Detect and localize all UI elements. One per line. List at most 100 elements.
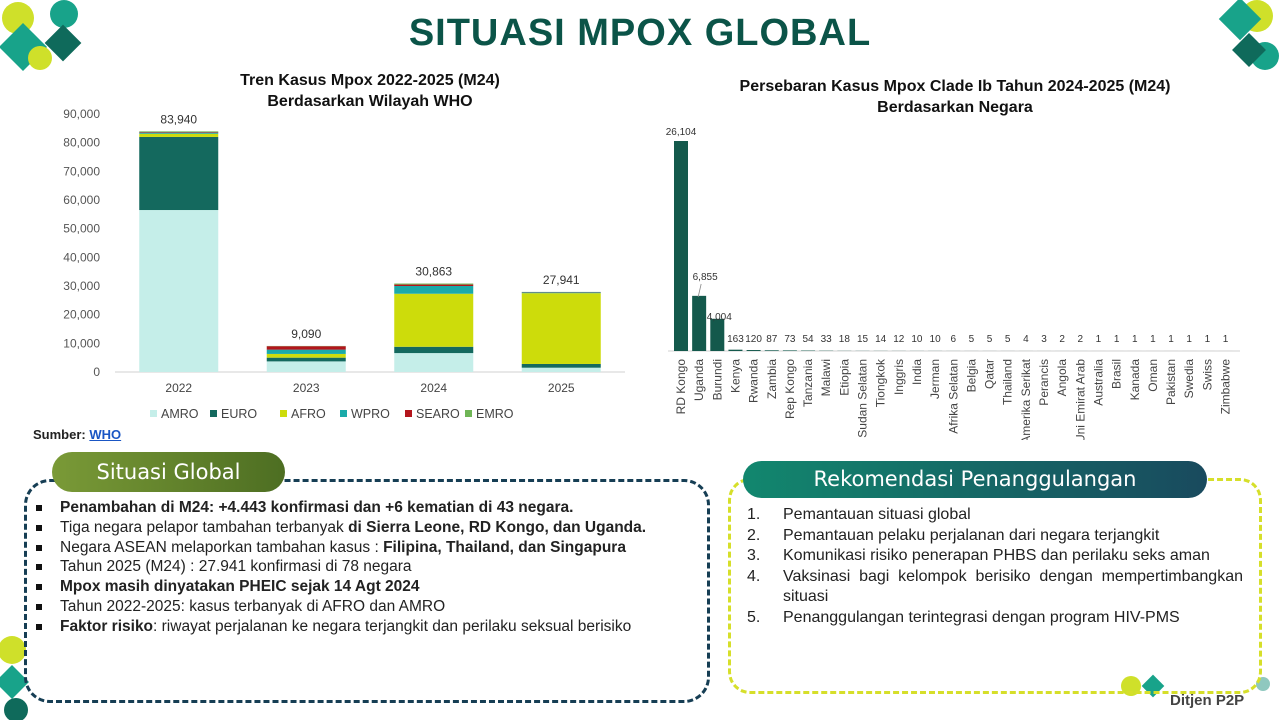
- country-tick-label: Sudan Selatan: [856, 359, 870, 438]
- country-tick-label: Jerman: [928, 359, 942, 399]
- country-tick-label: Kanada: [1128, 359, 1142, 401]
- recommendation-text: Komunikasi risiko penerapan PHBS dan per…: [783, 547, 1210, 564]
- country-bar: [764, 350, 779, 351]
- country-tick-label: Qatar: [983, 359, 997, 389]
- region-stacked-bar-chart: 0 10,000 20,000 30,000 40,000 50,000 60,000 70,…: [63, 107, 625, 421]
- country-value-label: 1: [1186, 334, 1192, 345]
- bar-segment-searo: [266, 346, 346, 350]
- country-tick-label: Uni Emirat Arab: [1073, 359, 1087, 440]
- recommendation-item: 1. Pemantauan situasi global: [747, 505, 1243, 526]
- corner-decoration-top-left: [0, 0, 82, 72]
- country-tick-label: Burundi: [710, 359, 724, 400]
- global-situation-heading: Situasi Global: [52, 452, 285, 492]
- country-value-label: 18: [839, 334, 851, 345]
- country-tick-label: Oman: [1146, 359, 1160, 392]
- country-value-label: 163: [727, 334, 744, 345]
- ditjen-logo-text: Ditjen P2P: [1170, 692, 1245, 709]
- country-tick-label: Kenya: [728, 359, 742, 393]
- country-bar: [746, 350, 761, 351]
- country-value-label: 15: [857, 334, 869, 345]
- global-situation-text: Tahun 2025 (M24) : 27.941 konfirmasi di …: [60, 558, 412, 576]
- country-value-label: 1: [1223, 334, 1229, 345]
- y-tick-label: 30,000: [63, 279, 100, 293]
- bar-segment-searo: [394, 284, 474, 286]
- y-tick-label: 80,000: [63, 136, 100, 150]
- country-tick-label: Inggris: [892, 359, 906, 395]
- country-chart-title-line2: Berdasarkan Negara: [877, 99, 1033, 116]
- country-tick-label: Rwanda: [747, 359, 761, 403]
- country-tick-label: Uganda: [692, 359, 706, 401]
- global-situation-text: Filipina, Thailand, dan Singapura: [383, 538, 626, 556]
- y-tick-label: 90,000: [63, 107, 100, 121]
- country-value-label: 1: [1205, 334, 1211, 345]
- bar-segment-afro: [139, 133, 219, 137]
- country-value-label: 14: [875, 334, 887, 345]
- country-tick-label: Rep Kongo: [783, 359, 797, 419]
- x-tick-label: 2022: [165, 381, 192, 395]
- country-tick-label: Tanzania: [801, 359, 815, 407]
- country-value-label: 1: [1150, 334, 1156, 345]
- global-situation-text: Tiga negara pelapor tambahan terbanyak: [60, 518, 349, 536]
- country-tick-label: Swedia: [1182, 359, 1196, 399]
- legend-label-afro: AFRO: [291, 407, 326, 421]
- recommendation-text: Penanggulangan terintegrasi dengan progr…: [783, 608, 1180, 626]
- y-tick-label: 60,000: [63, 193, 100, 207]
- country-tick-label: Belgia: [964, 359, 978, 393]
- legend-swatch-amro: [150, 410, 157, 417]
- country-value-label: 1: [1168, 334, 1174, 345]
- bar-segment-afro: [394, 293, 474, 347]
- y-tick-label: 20,000: [63, 308, 100, 322]
- bar-segment-amro: [266, 361, 346, 372]
- country-value-label: 54: [802, 334, 814, 345]
- region-chart-title-line1: Tren Kasus Mpox 2022-2025 (M24): [240, 72, 500, 89]
- country-value-label: 2: [1059, 334, 1065, 345]
- bar-segment-euro: [266, 357, 346, 362]
- country-value-label: 1: [1096, 334, 1102, 345]
- y-tick-label: 10,000: [63, 336, 100, 350]
- bar-segment-amro: [521, 367, 601, 372]
- corner-decoration-bottom-left: [0, 636, 29, 720]
- y-tick-label: 40,000: [63, 250, 100, 264]
- legend-swatch-emro: [465, 410, 472, 417]
- country-value-label: 3: [1041, 334, 1047, 345]
- country-bar: [782, 350, 797, 351]
- country-tick-label: Zambia: [765, 359, 779, 399]
- source-label: Sumber:: [33, 427, 86, 442]
- country-value-label: 10: [911, 334, 923, 345]
- bar-segment-amro: [139, 210, 219, 372]
- legend-swatch-euro: [210, 410, 217, 417]
- global-situation-text: Negara ASEAN melaporkan tambahan kasus :: [60, 538, 384, 556]
- country-value-label: 1: [1114, 334, 1120, 345]
- country-tick-label: Malawi: [819, 359, 833, 396]
- legend-label-searo: SEARO: [416, 407, 460, 421]
- recommendation-item: 3. Komunikasi risiko penerapan PHBS dan p…: [747, 546, 1243, 567]
- global-situation-text: : riwayat perjalanan ke negara terjangki…: [153, 617, 632, 635]
- recommendation-text: Vaksinasi bagi kelompok berisiko dengan …: [783, 567, 1243, 606]
- global-situation-item: Mpox masih dinyatakan PHEIC sejak 14 Agt…: [34, 577, 698, 597]
- bar-segment-emro: [139, 131, 219, 133]
- country-tick-label: Afrika Selatan: [946, 359, 960, 434]
- country-tick-label: Tiongkok: [874, 358, 888, 407]
- global-situation-item: Tiga negara pelapor tambahan terbanyak d…: [34, 518, 698, 538]
- country-chart-title: Persebaran Kasus Mpox Clade Ib Tahun 202…: [670, 76, 1240, 118]
- x-tick-label: 2024: [420, 381, 447, 395]
- recommendation-item: 4. Vaksinasi bagi kelompok berisiko denga…: [747, 567, 1243, 608]
- country-value-label: 87: [766, 334, 778, 345]
- bar-segment-wpro: [394, 286, 474, 294]
- legend-swatch-afro: [280, 410, 287, 417]
- source-link[interactable]: WHO: [89, 427, 122, 442]
- country-value-label: 5: [1005, 334, 1011, 345]
- bar-segment-afro: [521, 293, 601, 364]
- legend-swatch-wpro: [340, 410, 347, 417]
- country-tick-label: Angola: [1055, 359, 1069, 397]
- legend-label-amro: AMRO: [161, 407, 199, 421]
- country-value-label: 4: [1023, 334, 1029, 345]
- country-tick-label: India: [910, 359, 924, 385]
- country-value-label: 120: [745, 334, 762, 345]
- bar-total-label: 9,090: [291, 327, 321, 341]
- global-situation-text: Faktor risiko: [60, 617, 154, 635]
- region-chart-title-line2: Berdasarkan Wilayah WHO: [267, 93, 473, 110]
- country-value-label: 4,004: [707, 312, 732, 323]
- recommendation-item: 5. Penanggulangan terintegrasi dengan pro…: [747, 608, 1243, 629]
